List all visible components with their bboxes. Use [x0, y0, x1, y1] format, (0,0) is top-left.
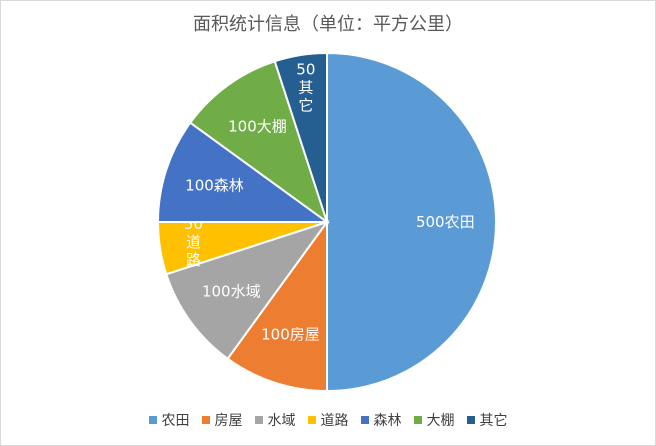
- legend-label: 水域: [267, 413, 296, 429]
- pie-slice-5: [188, 60, 329, 225]
- legend-item-0: 农田: [148, 410, 190, 430]
- legend-item-6: 其它: [466, 410, 508, 430]
- pie-slice-6: [273, 51, 328, 223]
- legend-label: 其它: [479, 413, 508, 429]
- chart-legend: 农田 房屋 水域 道路 森林 大棚 其它: [0, 410, 656, 430]
- chart-title: 面积统计信息（单位：平方公里）: [193, 14, 463, 35]
- legend-label: 农田: [161, 413, 190, 429]
- legend-item-2: 水域: [254, 410, 296, 430]
- pie-slice-4: [156, 121, 331, 223]
- legend-item-5: 大棚: [413, 410, 455, 430]
- legend-swatch: [201, 416, 210, 424]
- legend-swatch: [307, 416, 316, 424]
- pie-slice-label-5: 100大棚: [228, 117, 287, 135]
- legend-swatch: [254, 416, 263, 424]
- legend-item-1: 房屋: [201, 410, 243, 430]
- legend-swatch: [466, 416, 475, 424]
- legend-swatch: [360, 416, 369, 424]
- pie-slice-label-3: 50 道路: [184, 215, 203, 269]
- legend-label: 大棚: [426, 413, 455, 429]
- pie-slice-2: [165, 220, 330, 361]
- legend-item-3: 道路: [307, 410, 349, 430]
- legend-swatch: [148, 416, 157, 424]
- pie-slice-0: [326, 51, 497, 393]
- pie-slice-label-0: 500农田: [416, 213, 475, 231]
- legend-swatch: [413, 416, 422, 424]
- legend-label: 房屋: [214, 413, 243, 429]
- pie-slice-label-6: 50 其它: [296, 60, 315, 114]
- legend-label: 道路: [320, 413, 349, 429]
- pie-slice-label-2: 100水域: [202, 283, 261, 301]
- pie-slice-label-4: 100森林: [185, 176, 244, 194]
- legend-label: 森林: [373, 413, 402, 429]
- pie-slice-label-1: 100房屋: [261, 326, 320, 344]
- pie-slice-1: [226, 218, 328, 393]
- legend-item-4: 森林: [360, 410, 402, 430]
